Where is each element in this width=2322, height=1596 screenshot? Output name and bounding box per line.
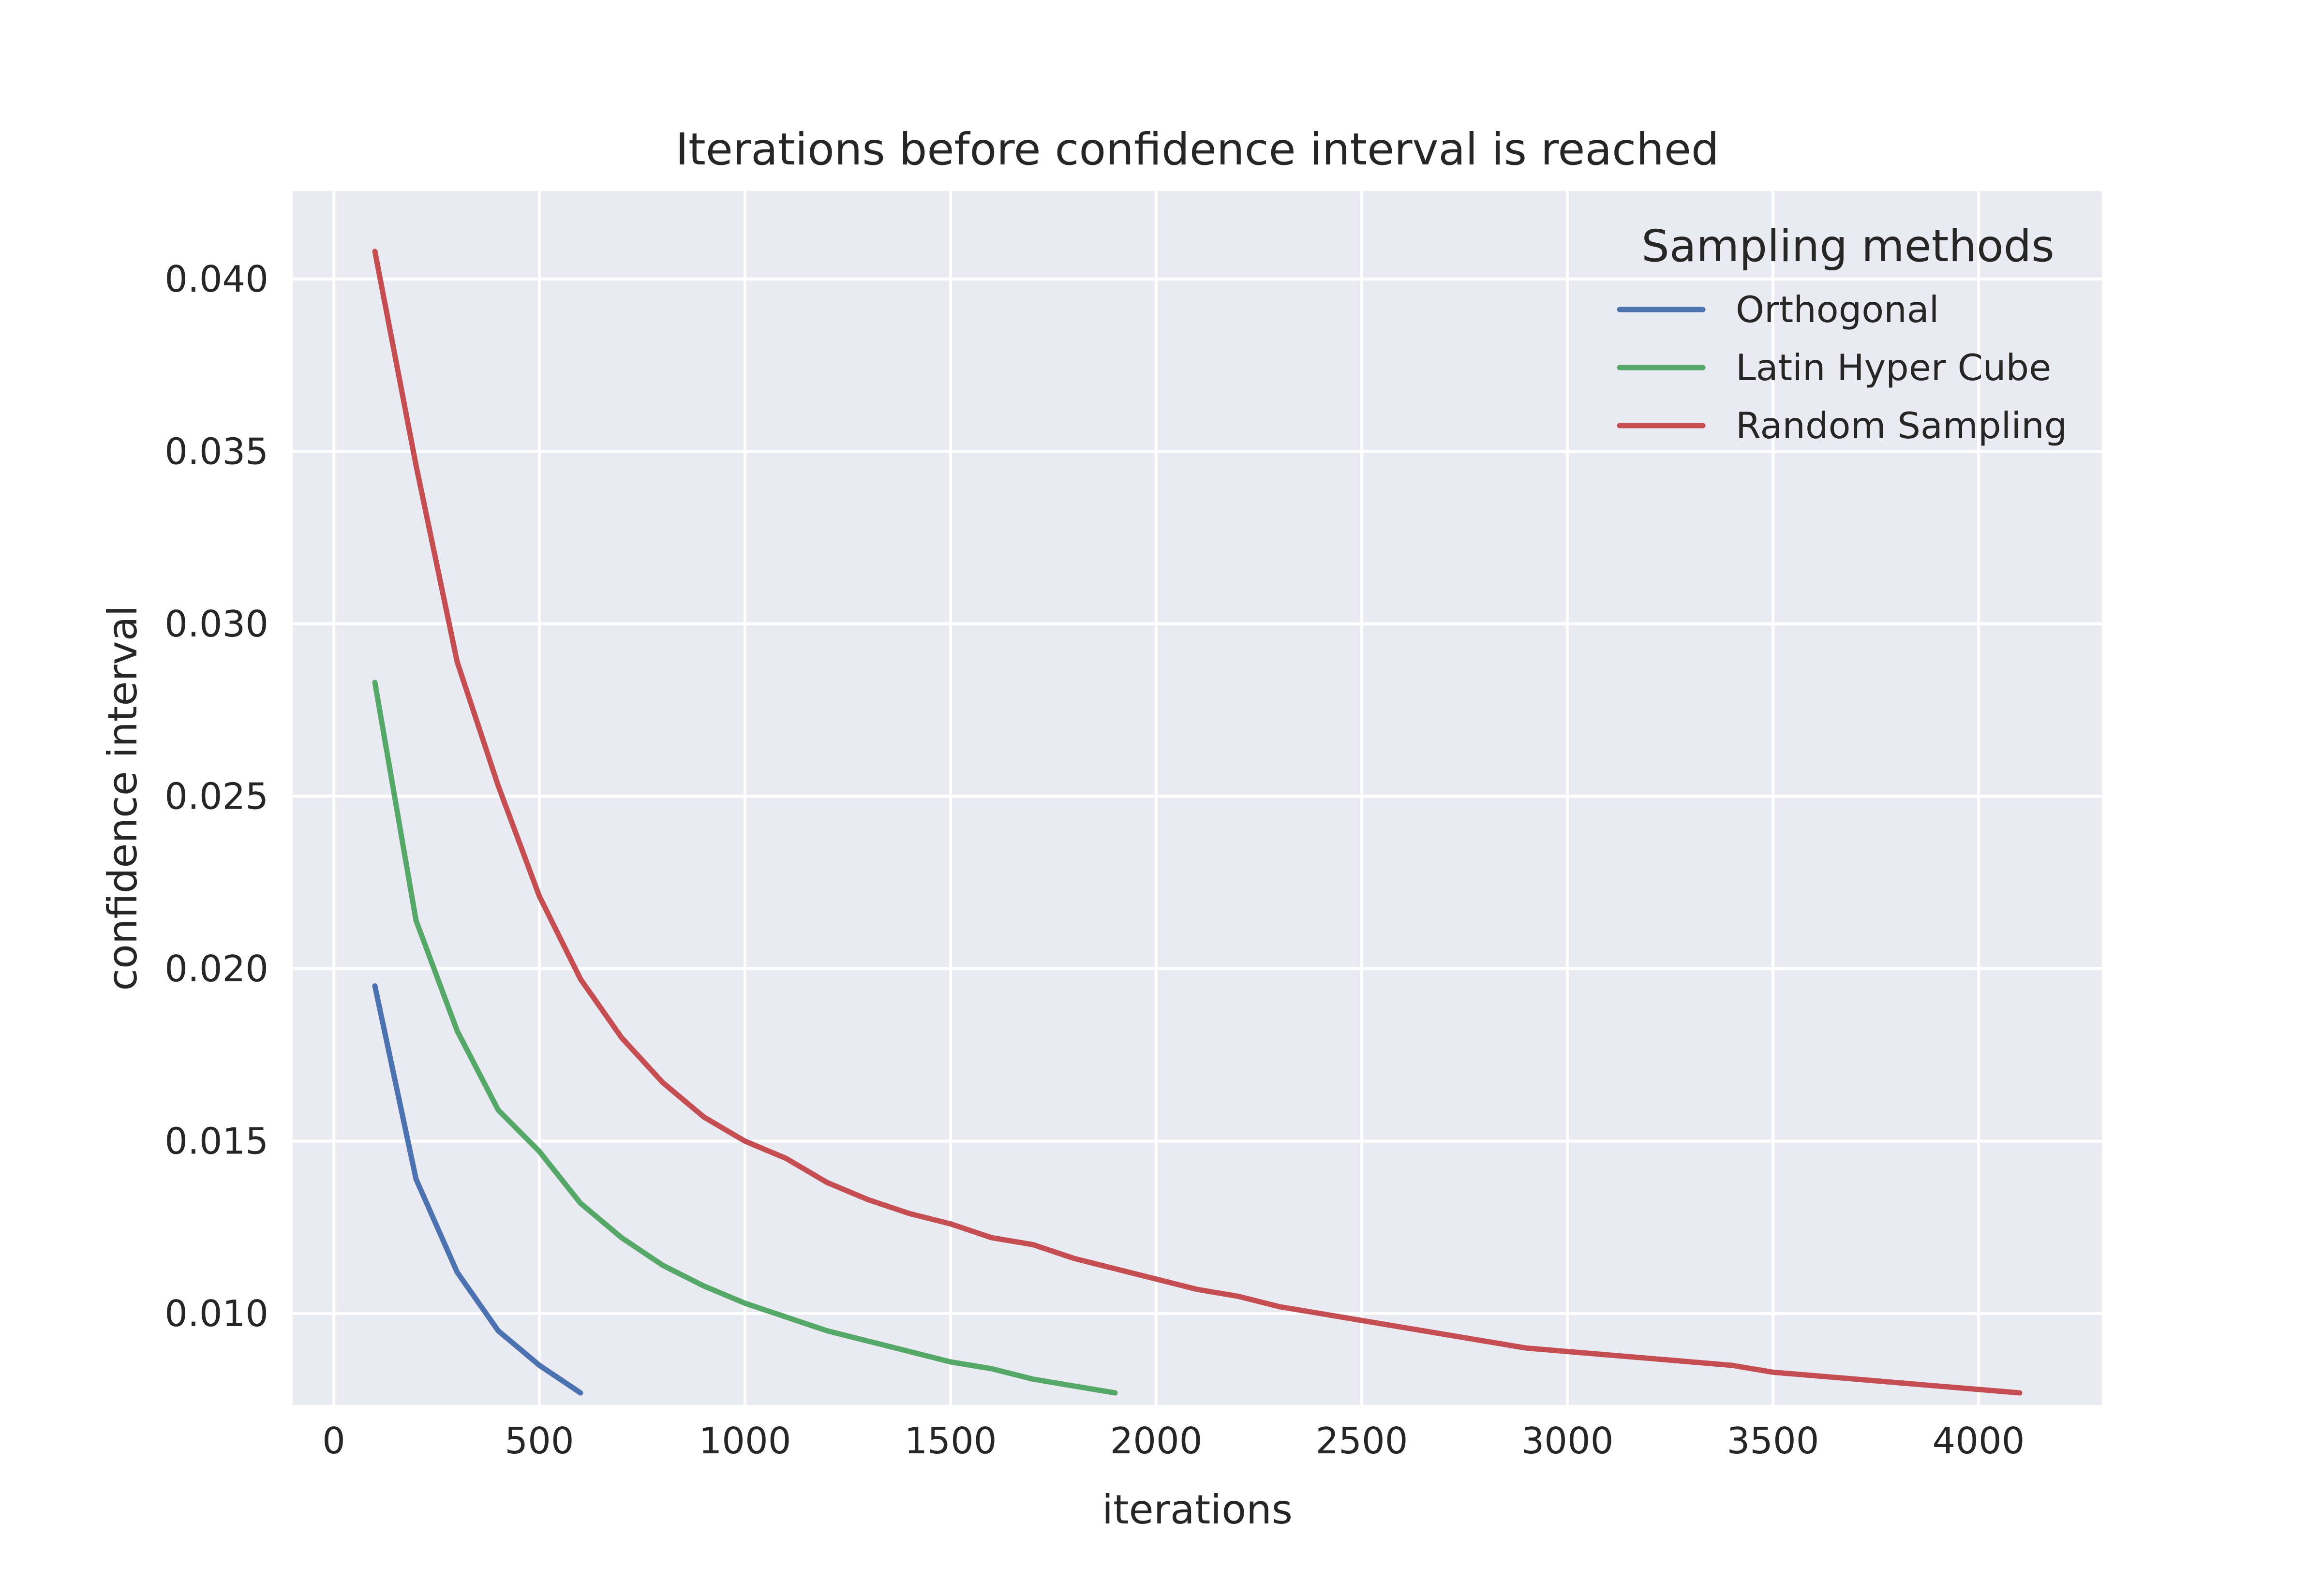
x-tick-label: 1500 [905, 1419, 997, 1462]
x-tick-label: 3500 [1727, 1419, 1819, 1462]
tick-labels: 0 500 1000 1500 2000 2500 3000 3500 4000 0.010 0.0… [164, 258, 2024, 1462]
legend-label-random-sampling: Random Sampling [1736, 404, 2067, 447]
y-tick-label: 0.025 [164, 775, 268, 817]
x-tick-label: 500 [505, 1419, 574, 1462]
x-tick-label: 0 [322, 1419, 345, 1462]
x-tick-label: 3000 [1521, 1419, 1614, 1462]
chart-title: Iterations before confidence interval is… [675, 124, 1719, 175]
y-axis-label: confidence interval [99, 605, 146, 990]
y-tick-label: 0.030 [164, 603, 268, 645]
y-tick-label: 0.010 [164, 1292, 268, 1335]
y-tick-label: 0.040 [164, 258, 268, 300]
x-tick-label: 2500 [1316, 1419, 1408, 1462]
legend-title: Sampling methods [1641, 221, 2054, 272]
legend-label-latin-hyper-cube: Latin Hyper Cube [1736, 346, 2051, 389]
y-tick-label: 0.020 [164, 947, 268, 990]
legend: Sampling methods Orthogonal Latin Hyper C… [1617, 221, 2067, 447]
x-tick-label: 4000 [1933, 1419, 2025, 1462]
grid-lines [293, 191, 2102, 1405]
x-tick-label: 1000 [699, 1419, 791, 1462]
y-tick-label: 0.035 [164, 430, 268, 473]
series-line-random-sampling [372, 249, 2023, 1396]
series-line-latin-hyper-cube [372, 680, 1118, 1396]
y-tick-label: 0.015 [164, 1120, 268, 1163]
plot-area [293, 191, 2102, 1405]
x-axis-label: iterations [1102, 1486, 1293, 1533]
series-line-orthogonal [372, 983, 583, 1396]
series-lines [372, 249, 2023, 1396]
legend-label-orthogonal: Orthogonal [1736, 288, 1939, 331]
x-tick-label: 2000 [1110, 1419, 1203, 1462]
